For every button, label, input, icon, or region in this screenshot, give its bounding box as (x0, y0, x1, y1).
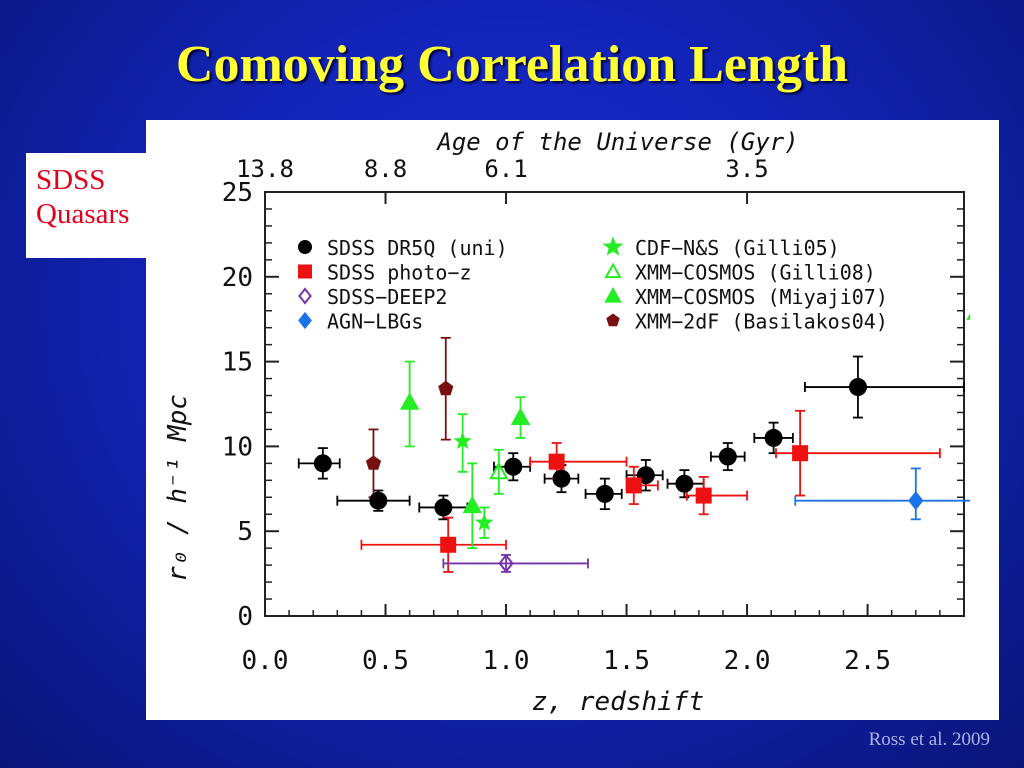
marker-circle (434, 498, 453, 517)
label-line-sdss: SDSS (36, 164, 106, 196)
marker-circle (675, 474, 694, 493)
marker-star (475, 513, 494, 531)
x-tick-label: 0.5 (362, 646, 409, 676)
marker-circle (504, 457, 523, 476)
marker-star (453, 431, 472, 450)
marker-triangle-open (604, 262, 622, 279)
marker-circle (764, 428, 783, 447)
marker-triangle-open (489, 461, 509, 480)
marker-square (792, 445, 809, 462)
y-tick-label: 0 (237, 602, 253, 632)
error-bars (297, 336, 970, 573)
data-points (313, 313, 970, 574)
marker-square (440, 536, 457, 553)
x-tick-label: 0.0 (242, 646, 289, 676)
x-tick-label: 1.0 (483, 646, 530, 676)
marker-triangle (462, 495, 482, 514)
marker-circle (552, 469, 571, 488)
top-axis-tick-label: 6.1 (484, 155, 527, 183)
marker-triangle (966, 313, 970, 320)
legend-entry-label: AGN−LBGs (327, 310, 423, 334)
legend-entry-label: SDSS photo−z (327, 261, 472, 285)
marker-circle (718, 447, 737, 466)
sdss-quasars-label: SDSS Quasars (26, 153, 166, 258)
top-axis-tick-label: 13.8 (236, 155, 294, 183)
marker-star (602, 236, 624, 256)
plot-frame (264, 191, 965, 617)
marker-diamond-open (298, 287, 312, 305)
legend-entry-label: SDSS DR5Q (uni) (327, 236, 508, 260)
marker-circle (298, 240, 312, 254)
marker-triangle (510, 407, 531, 425)
marker-circle (369, 491, 388, 510)
legend-entry-label: XMM−COSMOS (Gilli08) (635, 261, 876, 285)
marker-triangle (399, 392, 420, 410)
x-tick-label: 2.0 (724, 646, 771, 676)
marker-square (548, 453, 565, 470)
plot-border (264, 191, 965, 617)
y-tick-label: 25 (222, 178, 253, 208)
marker-triangle (604, 286, 622, 303)
legend-entry-label: CDF−N&S (Gilli05) (635, 236, 840, 260)
y-axis-label: r₀ / h⁻¹ Mpc (163, 394, 193, 582)
x-tick-label: 1.5 (603, 646, 650, 676)
top-axis-tick-label: 3.5 (725, 155, 768, 183)
top-axis-label: Age of the Universe (Gyr) (435, 128, 798, 156)
legend-entry-label: XMM−COSMOS (Miyaji07) (635, 285, 888, 309)
marker-square (695, 487, 712, 504)
marker-circle (848, 378, 867, 397)
marker-pentagon (606, 313, 620, 327)
y-tick-label: 5 (237, 517, 253, 547)
legend: SDSS DR5Q (uni)SDSS photo−zSDSS−DEEP2AGN… (298, 236, 888, 334)
marker-circle (595, 484, 614, 503)
x-axis-label: z, redshift (532, 687, 704, 717)
marker-square (625, 477, 642, 494)
marker-diamond-open (498, 553, 514, 574)
top-axis-tick-label: 8.8 (364, 155, 407, 183)
y-tick-label: 20 (222, 263, 253, 293)
x-tick-label: 2.5 (844, 646, 891, 676)
label-line-quasars: Quasars (36, 198, 130, 230)
chart-panel: 0.0 0.5 1.0 1.5 2.0 2.5 0 5 10 15 20 25 13.8 8.8 6.1 3.… (146, 120, 999, 720)
marker-diamond (908, 491, 924, 511)
marker-diamond (298, 311, 312, 330)
citation: Ross et al. 2009 (868, 729, 990, 750)
marker-pentagon (438, 380, 454, 396)
y-tick-label: 10 (222, 432, 253, 462)
y-tick-label: 15 (222, 348, 253, 378)
legend-entry-label: XMM−2dF (Basilakos04) (635, 310, 888, 334)
slide-title: Comoving Correlation Length (175, 36, 849, 93)
marker-circle (313, 454, 332, 473)
legend-entry-label: SDSS−DEEP2 (327, 285, 447, 309)
marker-square (298, 264, 312, 279)
marker-pentagon (365, 455, 382, 470)
